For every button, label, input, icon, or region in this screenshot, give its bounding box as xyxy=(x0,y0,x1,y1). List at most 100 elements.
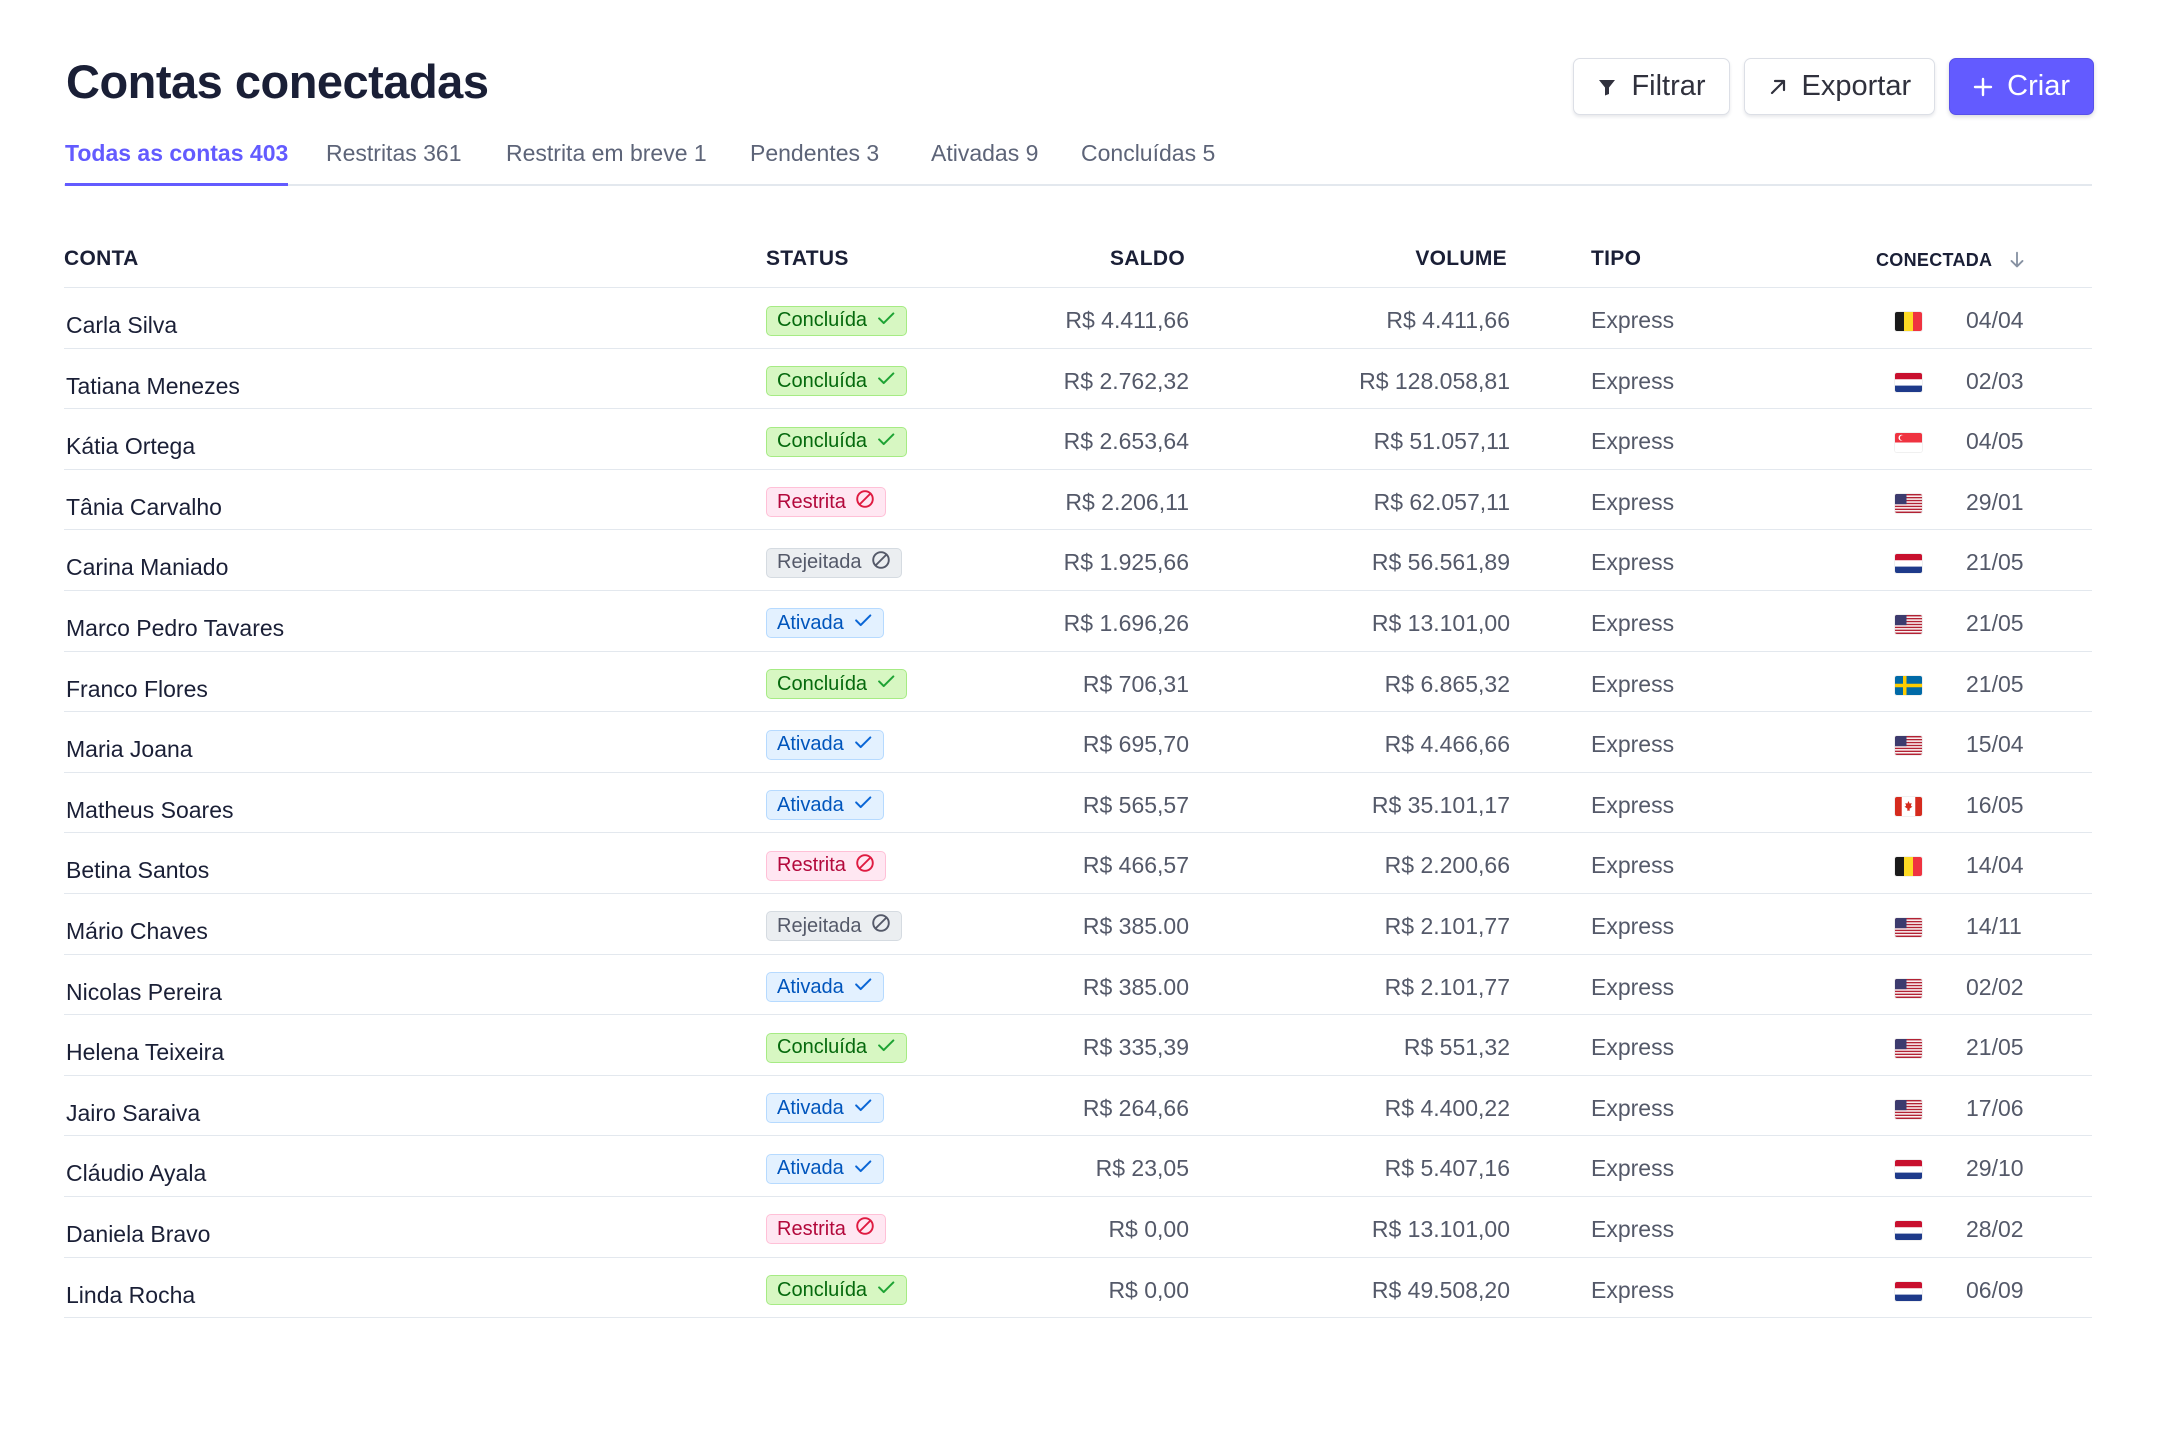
saldo-value: R$ 264,66 xyxy=(1082,1094,1189,1121)
account-name[interactable]: Helena Teixeira xyxy=(66,1039,225,1066)
account-name[interactable]: Daniela Bravo xyxy=(66,1220,211,1247)
account-name[interactable]: Nicolas Pereira xyxy=(66,978,222,1005)
column-header-conta[interactable]: CONTA xyxy=(64,247,139,270)
page-title: Contas conectadas xyxy=(66,55,489,108)
status-badge: Restrita xyxy=(766,850,886,881)
saldo-value: R$ 0,00 xyxy=(1108,1276,1189,1303)
create-button-label: Criar xyxy=(2007,70,2070,102)
table-row[interactable]: Franco Flores Concluída R$ 706,31 R$ 6.865,… xyxy=(64,652,2092,713)
status-badge: Rejeitada xyxy=(766,911,902,942)
status-badge-label: Rejeitada xyxy=(777,914,862,937)
status-cell: Concluída xyxy=(766,305,908,336)
account-name[interactable]: Maria Joana xyxy=(66,736,193,763)
tab-restrita-em-breve[interactable]: Restrita em breve 1 xyxy=(506,140,707,166)
tab-ativadas[interactable]: Ativadas 9 xyxy=(931,140,1039,166)
column-header-status[interactable]: STATUS xyxy=(766,247,849,270)
account-name[interactable]: Linda Rocha xyxy=(66,1281,196,1308)
account-name[interactable]: Jairo Saraiva xyxy=(66,1099,201,1126)
column-header-conectada[interactable]: CONECTADA xyxy=(1876,249,2028,271)
status-badge-label: Ativada xyxy=(777,1157,844,1180)
tab-restritas[interactable]: Restritas 361 xyxy=(326,140,462,166)
check-icon xyxy=(875,428,897,456)
table-row[interactable]: Daniela Bravo Restrita R$ 0,00 R$ 13.101,00… xyxy=(64,1197,2092,1258)
country-flag-icon xyxy=(1895,1281,1922,1301)
country-flag-icon xyxy=(1895,433,1922,453)
tab-pendentes[interactable]: Pendentes 3 xyxy=(750,140,880,166)
tipo-value: Express xyxy=(1591,367,1675,394)
connected-date: 14/04 xyxy=(1966,852,2024,879)
tipo-value: Express xyxy=(1591,852,1675,879)
column-header-saldo[interactable]: SALDO xyxy=(1110,247,1185,270)
status-cell: Ativada xyxy=(766,1153,884,1184)
status-cell: Ativada xyxy=(766,1093,884,1124)
table-row[interactable]: Nicolas Pereira Ativada R$ 385.00 R$ 2.101,… xyxy=(64,955,2092,1016)
table-row[interactable]: Marco Pedro Tavares Ativada R$ 1.696,26 R$ … xyxy=(64,591,2092,652)
connected-date: 15/04 xyxy=(1966,731,2024,758)
country-flag-icon xyxy=(1895,857,1922,877)
status-badge: Restrita xyxy=(766,1214,886,1245)
account-name[interactable]: Kátia Ortega xyxy=(66,433,196,460)
create-button[interactable]: Criar xyxy=(1949,58,2094,115)
saldo-value: R$ 466,57 xyxy=(1082,852,1189,879)
table-row[interactable]: Helena Teixeira Concluída R$ 335,39 R$ 551,… xyxy=(64,1015,2092,1076)
status-badge-label: Ativada xyxy=(777,1096,844,1119)
volume-value: R$ 2.200,66 xyxy=(1384,852,1510,879)
status-cell: Concluída xyxy=(766,426,908,457)
table-row[interactable]: Carina Maniado Rejeitada R$ 1.925,66 R$ 56.… xyxy=(64,530,2092,591)
status-badge: Concluída xyxy=(766,1275,908,1305)
table-row[interactable]: Tânia Carvalho Restrita R$ 2.206,11 R$ 62.0… xyxy=(64,470,2092,531)
account-name[interactable]: Cláudio Ayala xyxy=(66,1160,207,1187)
status-badge-label: Concluída xyxy=(777,430,868,453)
check-icon xyxy=(852,731,874,759)
country-flag-icon xyxy=(1895,1099,1922,1119)
status-badge: Ativada xyxy=(766,972,884,1003)
table-row[interactable]: Mário Chaves Rejeitada R$ 385.00 R$ 2.101,7… xyxy=(64,894,2092,955)
tab-todas-as-contas[interactable]: Todas as contas 403 xyxy=(65,140,289,186)
tipo-value: Express xyxy=(1591,1034,1675,1061)
table-row[interactable]: Carla Silva Concluída R$ 4.411,66 R$ 4.411,… xyxy=(64,288,2092,349)
account-name[interactable]: Matheus Soares xyxy=(66,796,234,823)
column-header-tipo[interactable]: TIPO xyxy=(1591,247,1642,270)
export-button[interactable]: Exportar xyxy=(1743,58,1936,115)
blocked-icon xyxy=(854,1215,876,1243)
table-row[interactable]: Matheus Soares Ativada R$ 565,57 R$ 35.101,… xyxy=(64,773,2092,834)
account-name[interactable]: Mário Chaves xyxy=(66,917,208,944)
check-icon xyxy=(875,1276,897,1304)
account-name[interactable]: Marco Pedro Tavares xyxy=(66,614,285,641)
account-name[interactable]: Franco Flores xyxy=(66,675,208,702)
table-row[interactable]: Linda Rocha Concluída R$ 0,00 R$ 49.508,20 E… xyxy=(64,1258,2092,1319)
check-icon xyxy=(875,307,897,335)
saldo-value: R$ 2.206,11 xyxy=(1065,488,1189,515)
volume-value: R$ 49.508,20 xyxy=(1371,1276,1510,1303)
table-row[interactable]: Betina Santos Restrita R$ 466,57 R$ 2.200,6… xyxy=(64,833,2092,894)
volume-value: R$ 51.057,11 xyxy=(1373,428,1510,455)
saldo-value: R$ 23,05 xyxy=(1095,1155,1189,1182)
account-name[interactable]: Tatiana Menezes xyxy=(66,372,240,399)
account-name[interactable]: Carina Maniado xyxy=(66,554,229,581)
status-badge: Restrita xyxy=(766,487,886,518)
status-badge-label: Ativada xyxy=(777,611,844,634)
table-row[interactable]: Tatiana Menezes Concluída R$ 2.762,32 R$ 12… xyxy=(64,349,2092,410)
table-row[interactable]: Kátia Ortega Concluída R$ 2.653,64 R$ 51.05… xyxy=(64,409,2092,470)
filter-button[interactable]: Filtrar xyxy=(1573,58,1730,115)
page-header: Contas conectadas Filtrar Exportar Criar xyxy=(64,54,2094,120)
table-row[interactable]: Cláudio Ayala Ativada R$ 23,05 R$ 5.407,16 E… xyxy=(64,1136,2092,1197)
status-cell: Ativada xyxy=(766,972,884,1003)
connected-date: 28/02 xyxy=(1966,1215,2024,1242)
connected-date: 29/10 xyxy=(1966,1155,2024,1182)
saldo-value: R$ 0,00 xyxy=(1108,1215,1189,1242)
account-name[interactable]: Tânia Carvalho xyxy=(66,493,222,520)
column-header-volume[interactable]: VOLUME xyxy=(1415,247,1507,270)
tab-concluidas[interactable]: Concluídas 5 xyxy=(1081,140,1216,166)
connected-date: 29/01 xyxy=(1966,488,2024,515)
country-flag-icon xyxy=(1895,1220,1922,1240)
account-name[interactable]: Carla Silva xyxy=(66,312,178,338)
plus-icon xyxy=(1971,75,1995,99)
country-flag-icon xyxy=(1895,554,1922,574)
accounts-table: CONTA STATUS SALDO VOLUME TIPO CONECTADA… xyxy=(64,226,2092,1319)
table-row[interactable]: Maria Joana Ativada R$ 695,70 R$ 4.466,66 Ex… xyxy=(64,712,2092,773)
account-name[interactable]: Betina Santos xyxy=(66,857,210,884)
table-row[interactable]: Jairo Saraiva Ativada R$ 264,66 R$ 4.400,22… xyxy=(64,1076,2092,1137)
saldo-value: R$ 335,39 xyxy=(1082,1034,1189,1061)
